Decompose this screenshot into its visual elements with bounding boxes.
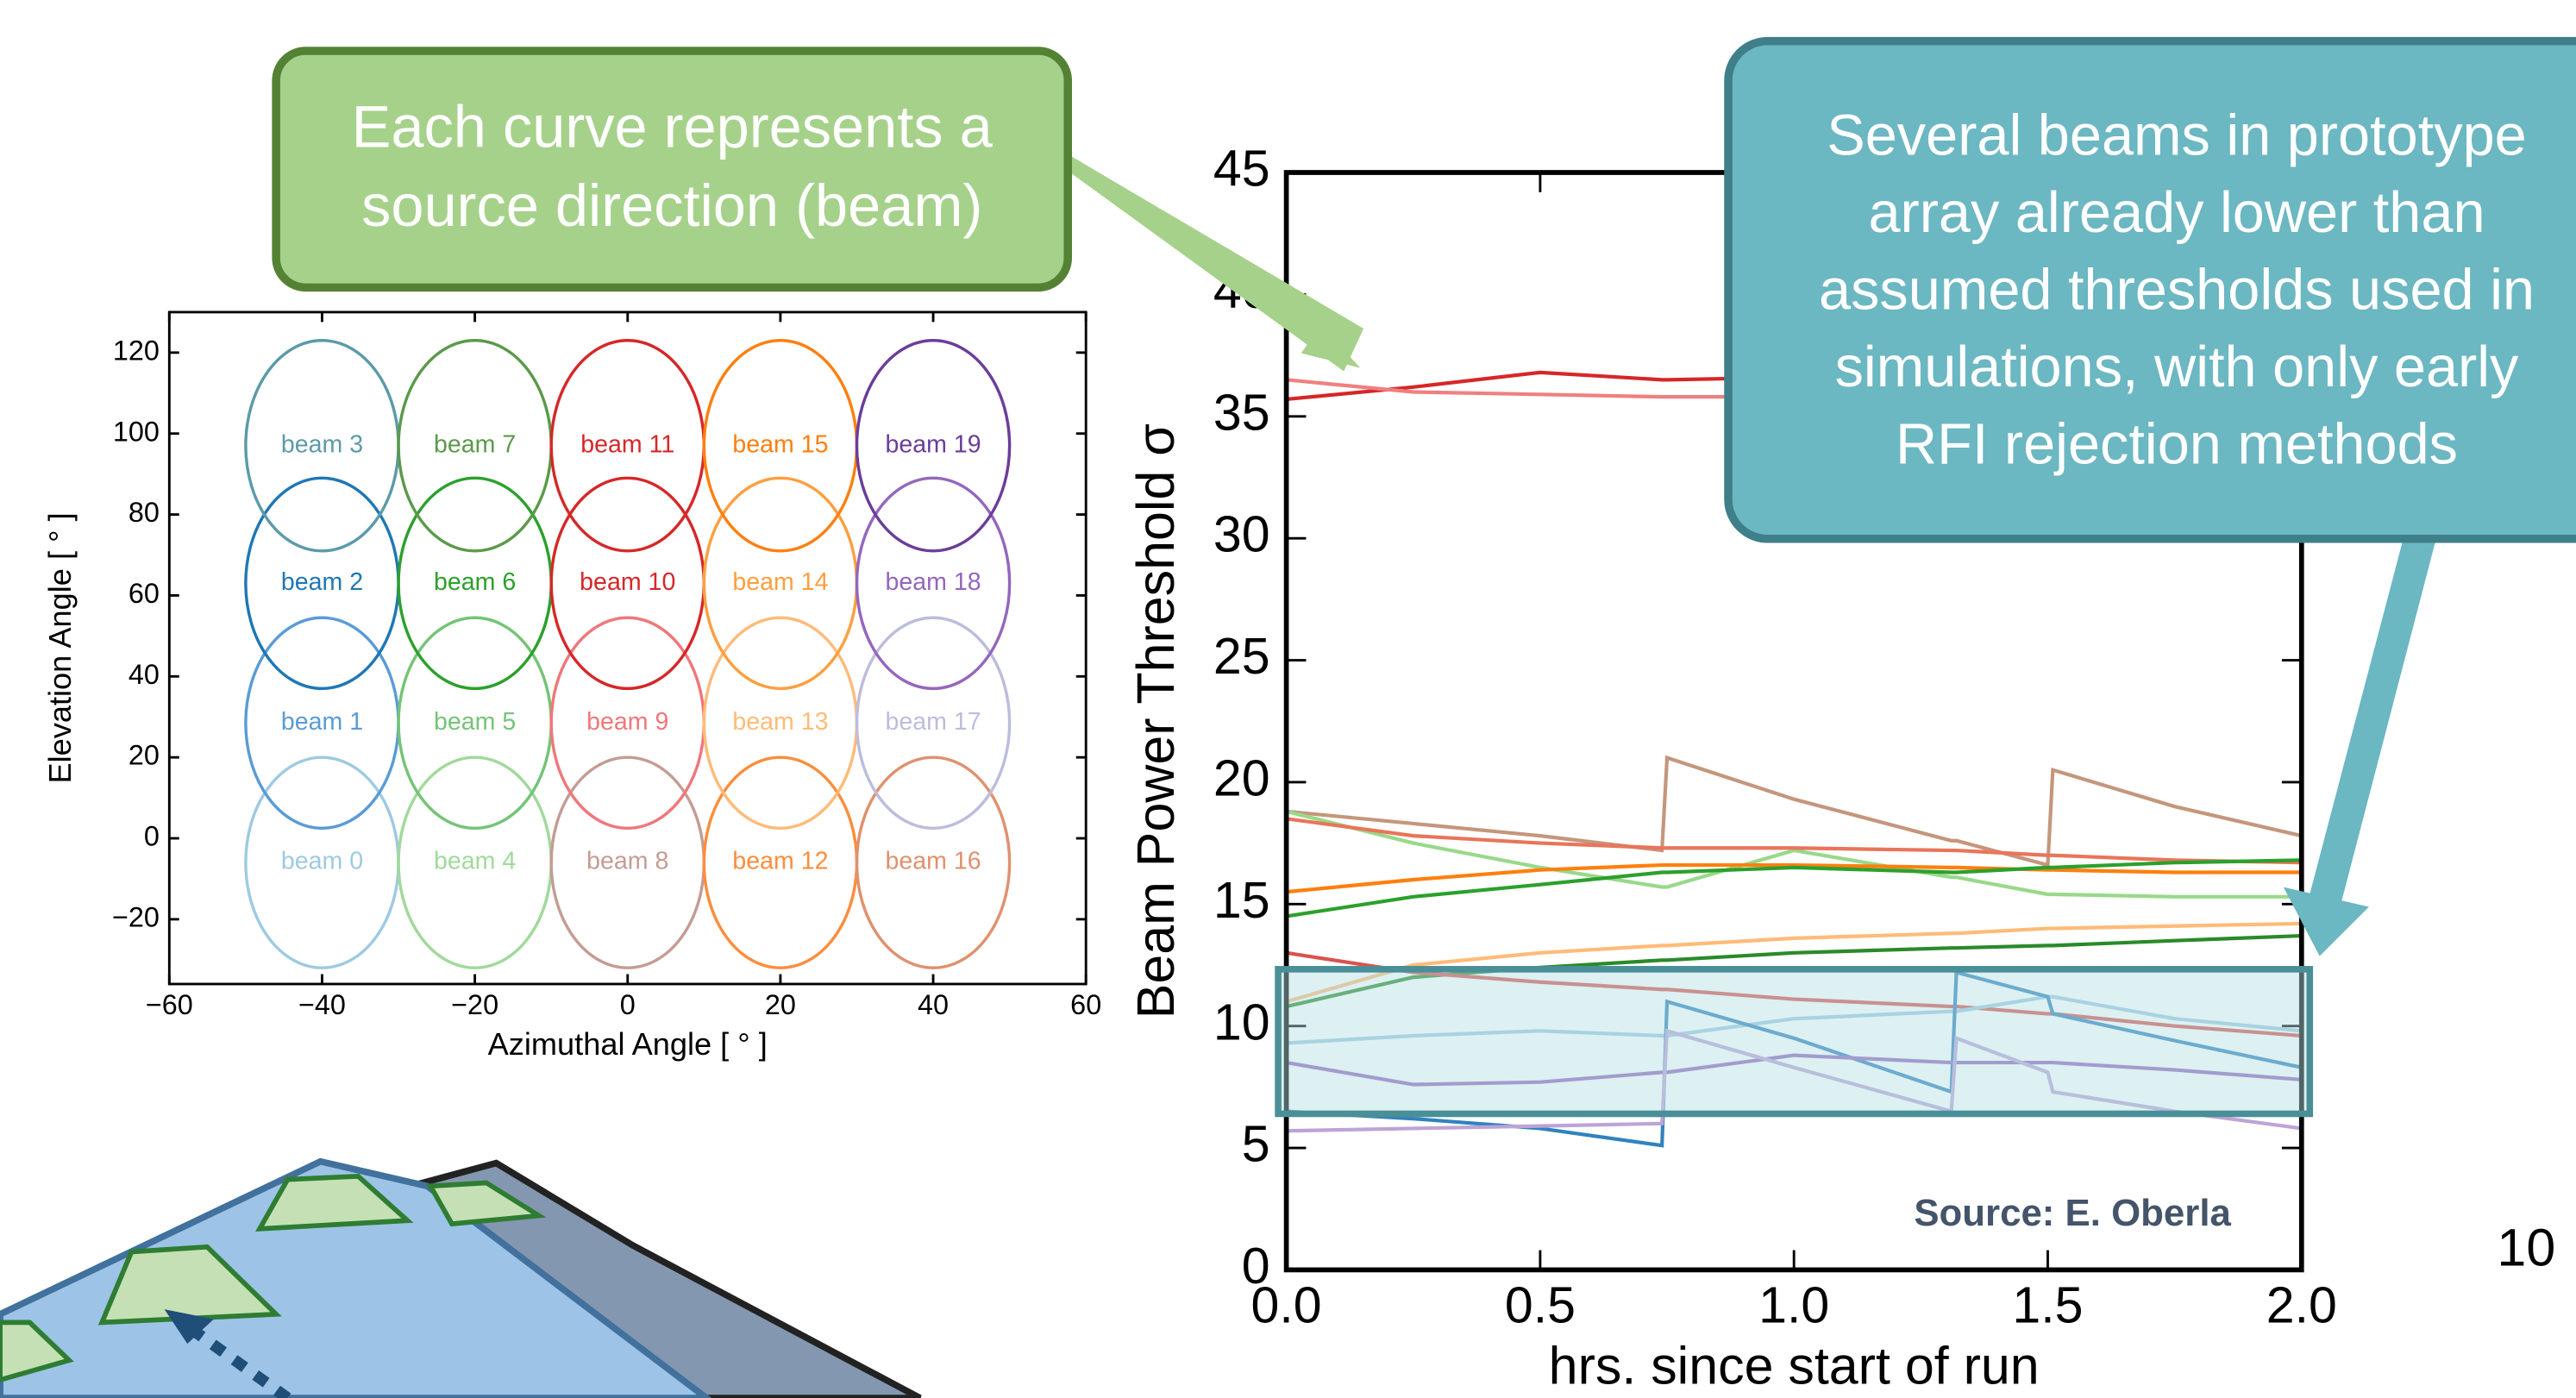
beam-label: beam 11: [580, 430, 674, 458]
callout-line: RFI rejection methods: [1896, 413, 2458, 477]
patch: [426, 1180, 547, 1227]
cropped-label: 10: [2497, 1219, 2555, 1277]
beam-label: beam 9: [586, 708, 668, 736]
x-tick-label: 1.5: [2012, 1277, 2083, 1334]
callout-arrow-head: [1301, 325, 1361, 368]
source-note: Source: E. Oberla: [1914, 1192, 2231, 1234]
arrow-head: [164, 1309, 214, 1345]
y-tick-label: 40: [128, 659, 160, 690]
y-tick-label: 80: [128, 497, 160, 528]
threshold-line: [1286, 755, 2303, 868]
patch: [0, 1320, 74, 1383]
y-tick-label: 20: [1213, 749, 1270, 806]
callout-box: [1724, 36, 2576, 543]
callout-box: [272, 47, 1073, 292]
x-axis-label: Azimuthal Angle [ ° ]: [488, 1026, 768, 1062]
y-tick-label: −20: [112, 901, 160, 932]
beam-map: −60 −40 −20 0 20 40 60 −20 0 20 40 60 80 100 120 beam 0…: [42, 310, 1101, 1062]
y-tick-label: 20: [128, 740, 160, 771]
callout-text: Several beams in prototype array already …: [1819, 104, 2535, 477]
callout-line: simulations, with only early: [1835, 335, 2519, 399]
beam-label: beam 12: [732, 848, 828, 875]
plot-frame: [167, 310, 1087, 986]
patch: [97, 1244, 282, 1326]
beam-label: beam 5: [434, 708, 516, 736]
threshold-line: [1286, 1053, 2302, 1087]
y-tick-label: 0: [1242, 1238, 1270, 1295]
x-tick-label: −60: [146, 989, 193, 1020]
beam-label: beam 3: [281, 430, 363, 458]
y-tick-label: 45: [1213, 141, 1270, 197]
plane: [0, 1157, 712, 1398]
callout-line: source direction (beam): [361, 172, 982, 239]
illustration: [0, 1157, 922, 1398]
highlight-box: [1275, 966, 2314, 1118]
beam-label: beam 2: [281, 568, 363, 596]
threshold-line: [1286, 817, 2302, 865]
x-tick-label: 0.5: [1505, 1277, 1576, 1334]
y-tick-label: 30: [1213, 506, 1270, 563]
x-tick-label: 2.0: [2266, 1277, 2337, 1334]
x-tick-label: 0: [620, 989, 636, 1020]
beam-ellipse: [855, 339, 1012, 553]
y-tick-label: 60: [128, 578, 160, 609]
callout-line: assumed thresholds used in: [1819, 259, 2535, 323]
beam-ellipse: [855, 476, 1012, 691]
x-tick-label: −20: [451, 989, 498, 1020]
callout-arrow-head: [2283, 887, 2369, 956]
threshold-line: [1286, 862, 2302, 894]
beam-label: beam 17: [885, 708, 981, 736]
y-tick-label: 15: [1213, 872, 1270, 929]
beam-label: beam 0: [281, 848, 363, 875]
x-tick-label: 60: [1070, 989, 1101, 1020]
y-tick-label: 25: [1213, 628, 1270, 685]
callout-arrow: [2308, 525, 2440, 904]
beam-label: beam 19: [885, 430, 981, 458]
x-axis-label: hrs. since start of run: [1549, 1337, 2040, 1395]
y-tick-label: 35: [1213, 384, 1270, 441]
callout-line: Each curve represents a: [352, 93, 993, 160]
callout-text: Each curve represents a source direction …: [352, 93, 993, 238]
beam-label: beam 15: [732, 430, 828, 458]
x-tick-label: 1.0: [1758, 1277, 1829, 1334]
y-tick-label: 0: [144, 821, 160, 852]
beam-label: beam 16: [885, 848, 981, 875]
callout-line: array already lower than: [1868, 181, 2485, 245]
x-tick-label: −40: [298, 989, 346, 1020]
beam-label: beam 14: [732, 568, 828, 596]
y-axis-label: Beam Power Threshold σ: [1126, 423, 1185, 1019]
beam-label: beam 6: [434, 568, 516, 596]
y-axis-label: Elevation Angle [ ° ]: [42, 512, 78, 783]
beam-label: beam 10: [580, 568, 675, 596]
patch: [255, 1173, 414, 1232]
y-tick-label: 10: [1213, 994, 1270, 1050]
beam-label: beam 8: [586, 848, 668, 875]
arrow: [185, 1322, 291, 1398]
beam-label: beam 18: [885, 568, 981, 596]
callout-line: Several beams in prototype: [1827, 104, 2526, 168]
x-tick-label: 0.0: [1251, 1277, 1322, 1334]
threshold-line: [1286, 1028, 2303, 1133]
threshold-line: [1286, 921, 2302, 1004]
x-tick-label: 40: [918, 989, 949, 1020]
threshold-line: [1286, 809, 2302, 899]
beam-label: beam 13: [732, 708, 828, 736]
beam-label: beam 7: [434, 430, 516, 458]
beam-ellipse: [855, 616, 1012, 831]
beam-label: beam 1: [281, 708, 363, 736]
beam-ellipse: [855, 755, 1012, 969]
x-tick-label: 20: [765, 989, 796, 1020]
threshold-line: [1286, 858, 2302, 918]
y-tick-label: 120: [113, 335, 160, 366]
y-tick-label: 5: [1242, 1116, 1270, 1173]
threshold-line: [1286, 994, 2302, 1045]
callout-arrow: [1051, 144, 1364, 372]
y-tick-label: 100: [113, 416, 160, 447]
beam-label: beam 4: [434, 848, 516, 875]
threshold-line: [1286, 950, 2302, 1038]
